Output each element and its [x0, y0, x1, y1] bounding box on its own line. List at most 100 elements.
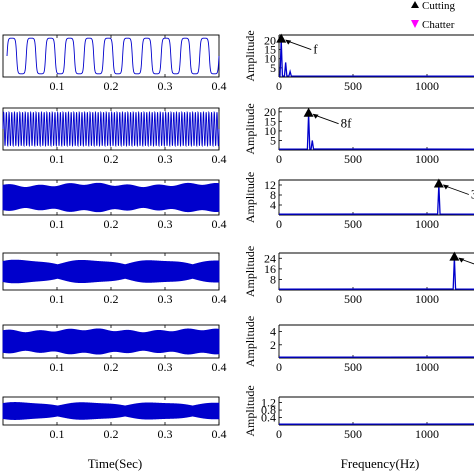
time-xtick-label: 0.4 — [212, 427, 227, 441]
frequency-panel-2: 05001000150025101520Amplitude8f — [243, 103, 474, 166]
frequency-xtick-label: 500 — [344, 152, 362, 166]
frequency-ytick-label: 8 — [270, 188, 276, 202]
peak-annotation-label: 8f — [341, 116, 353, 131]
time-xtick-label: 0.3 — [158, 427, 173, 441]
legend-chatter-marker — [411, 20, 419, 28]
frequency-xtick-label: 0 — [276, 427, 282, 441]
time-series-line — [2, 402, 220, 420]
time-xtick-label: 0.4 — [212, 292, 227, 306]
frequency-xtick-label: 0 — [276, 152, 282, 166]
frequency-domain-column: 05001000150025101520Amplitudef0500100015… — [243, 30, 474, 441]
time-xtick-label: 0.1 — [50, 152, 65, 166]
spectrum-line — [278, 423, 474, 425]
peak-annotation-label: f — [313, 42, 318, 57]
time-xtick-label: 0.2 — [104, 360, 119, 374]
time-panel-2: 0.1 0.2 0.3 0.4 — [2, 107, 227, 166]
time-panel-4: 0.1 0.2 0.3 0.4 — [2, 252, 227, 306]
frequency-ytick-label: 8 — [270, 272, 276, 286]
frequency-xtick-label: 1000 — [415, 360, 439, 374]
frequency-panel-3: 05001000150024812Amplitude36f — [243, 172, 474, 231]
frequency-xtick-label: 1000 — [415, 79, 439, 93]
frequency-ytick-label: 20 — [264, 105, 276, 119]
frequency-xtick-label: 0 — [276, 360, 282, 374]
frequency-ytick-label: 10 — [264, 52, 276, 66]
peak-annotation-label: 36f — [471, 187, 474, 202]
time-axis-label: Time(Sec) — [88, 456, 142, 471]
cutting-peak-marker — [303, 107, 314, 117]
time-xtick-label: 0.2 — [104, 79, 119, 93]
time-xtick-label: 0.4 — [212, 360, 227, 374]
time-series-line — [2, 259, 220, 284]
frequency-xtick-label: 500 — [344, 427, 362, 441]
frequency-xtick-label: 1000 — [415, 427, 439, 441]
peak-annotation-arrow — [286, 40, 312, 50]
frequency-ytick-label: 5 — [270, 61, 276, 75]
time-xtick-label: 0.3 — [158, 217, 173, 231]
frequency-ylabel: Amplitude — [243, 316, 257, 367]
time-panel-3: 0.1 0.2 0.3 0.4 — [2, 179, 227, 231]
cutting-peak-marker — [433, 178, 444, 188]
frequency-xtick-label: 500 — [344, 360, 362, 374]
time-panel-5: 0.1 0.2 0.3 0.4 — [2, 324, 227, 374]
peak-annotation-arrowhead — [285, 39, 292, 45]
frequency-axis-label: Frequency(Hz) — [341, 456, 420, 471]
legend-cutting-marker — [411, 1, 419, 8]
peak-annotation-arrowhead — [442, 184, 449, 190]
spectrum-line — [278, 39, 474, 77]
frequency-panel-1: 05001000150025101520Amplitudef — [243, 30, 474, 93]
time-xtick-label: 0.1 — [50, 427, 65, 441]
spectrum-line — [278, 257, 474, 290]
legend-cutting-label: Cutting — [422, 0, 456, 12]
legend: Cutting Chatter — [411, 0, 456, 31]
time-series-line — [6, 37, 220, 75]
frequency-ylabel: Amplitude — [243, 246, 257, 297]
frequency-ytick-label: 16 — [264, 262, 276, 276]
frequency-ytick-label: 24 — [264, 251, 276, 265]
frequency-xtick-label: 0 — [276, 217, 282, 231]
time-xtick-label: 0.4 — [212, 152, 227, 166]
frequency-ytick-label: 4 — [270, 198, 276, 212]
time-series-line — [2, 182, 220, 213]
frequency-ytick-label: 15 — [264, 114, 276, 128]
peak-annotation-arrow — [443, 185, 469, 195]
frequency-ytick-label: 0.8 — [261, 403, 276, 417]
frequency-ytick-label: 1.2 — [261, 396, 276, 410]
frequency-ytick-label: 20 — [264, 33, 276, 47]
time-xtick-label: 0.3 — [158, 79, 173, 93]
cutting-peak-marker — [449, 251, 460, 261]
frequency-ytick-label: 5 — [270, 133, 276, 147]
time-xtick-label: 0.3 — [158, 292, 173, 306]
peak-annotation-arrow — [459, 258, 474, 265]
peak-annotation-arrow — [313, 114, 339, 125]
frequency-ytick-label: 4 — [270, 325, 276, 339]
frequency-ytick-label: 0.4 — [261, 411, 276, 425]
time-series-line — [2, 328, 220, 355]
time-xtick-label: 0.2 — [104, 427, 119, 441]
time-xtick-label: 0.1 — [50, 217, 65, 231]
time-panel-1: 0.1 0.2 0.3 0.4 — [2, 34, 227, 93]
frequency-ylabel: Amplitude — [243, 30, 257, 81]
peak-annotation-arrowhead — [458, 257, 465, 263]
time-xtick-label: 0.1 — [50, 292, 65, 306]
frequency-xtick-label: 0 — [276, 292, 282, 306]
spectrum-line — [278, 113, 474, 150]
frequency-ytick-label: 15 — [264, 43, 276, 57]
cutting-peak-marker — [276, 33, 287, 43]
frequency-xtick-label: 0 — [276, 79, 282, 93]
time-panel-6: 0.1 0.2 0.3 0.4 — [2, 396, 227, 441]
time-xtick-label: 0.1 — [50, 79, 65, 93]
time-xtick-label: 0.1 — [50, 360, 65, 374]
time-xtick-label: 0.4 — [212, 217, 227, 231]
time-xtick-label: 0.2 — [104, 152, 119, 166]
frequency-xtick-label: 1000 — [415, 217, 439, 231]
time-xtick-label: 0.2 — [104, 217, 119, 231]
time-xtick-label: 0.4 — [212, 79, 227, 93]
frequency-ytick-label: 12 — [264, 178, 276, 192]
time-xtick-label: 0.3 — [158, 360, 173, 374]
time-xtick-label: 0.2 — [104, 292, 119, 306]
frequency-xtick-label: 1000 — [415, 292, 439, 306]
frequency-ylabel: Amplitude — [243, 172, 257, 223]
frequency-ytick-label: 2 — [270, 338, 276, 352]
spectrum-line — [278, 184, 474, 215]
